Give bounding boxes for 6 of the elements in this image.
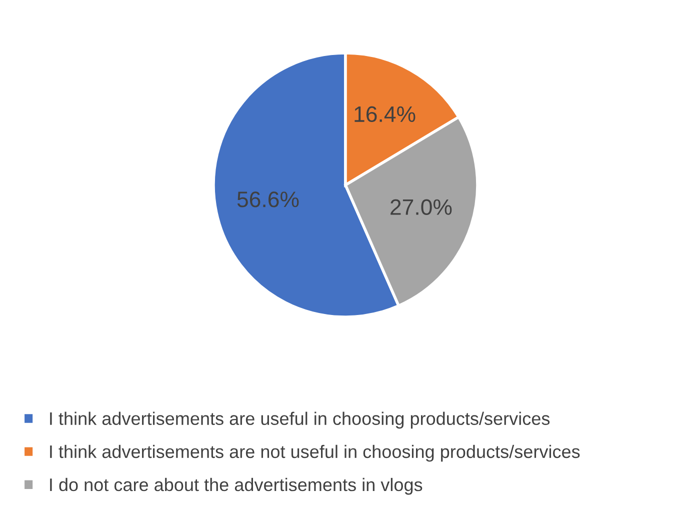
data-label: 27.0%: [390, 199, 452, 215]
legend-label: I think advertisements are useful in choosing products/services: [50, 412, 550, 429]
legend-label: I think advertisements are not useful in choosing products/services: [50, 444, 580, 462]
data-label: 16.4%: [354, 106, 416, 122]
legend-label: I do not care about the advertisements in vlogs: [50, 478, 422, 495]
data-label: 56.6%: [237, 192, 299, 208]
